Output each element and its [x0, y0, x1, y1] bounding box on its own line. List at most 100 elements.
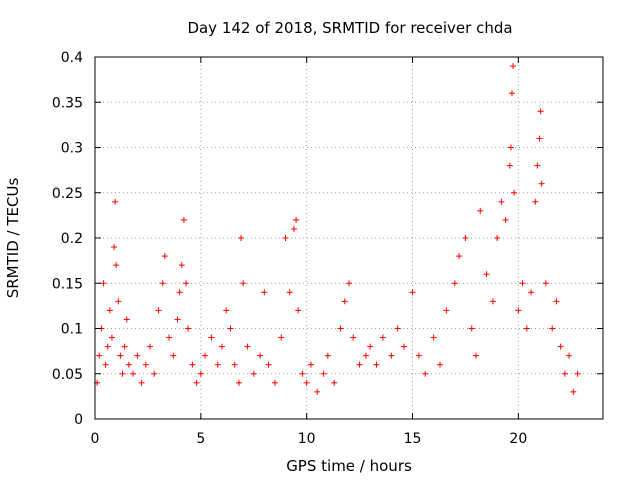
data-point: [193, 379, 200, 386]
data-point: [566, 352, 573, 359]
data-point: [362, 352, 369, 359]
data-point: [299, 370, 306, 377]
data-point: [104, 343, 111, 350]
data-point: [451, 280, 458, 287]
data-point: [189, 361, 196, 368]
data-point: [337, 325, 344, 332]
data-point: [553, 298, 560, 305]
y-tick-label: 0.35: [52, 95, 83, 111]
data-point: [489, 298, 496, 305]
data-point: [106, 307, 113, 314]
data-point: [257, 352, 264, 359]
data-point: [121, 343, 128, 350]
y-tick-label: 0.15: [52, 276, 83, 292]
data-point: [523, 325, 530, 332]
x-tick-label: 15: [404, 431, 422, 447]
data-point: [96, 352, 103, 359]
data-point: [123, 316, 130, 323]
data-point: [507, 144, 514, 151]
data-point: [367, 343, 374, 350]
data-point: [185, 325, 192, 332]
data-point: [293, 216, 300, 223]
chart-title: Day 142 of 2018, SRMTID for receiver chd…: [187, 19, 512, 37]
data-point: [155, 307, 162, 314]
data-point: [180, 216, 187, 223]
data-point: [320, 370, 327, 377]
data-point: [477, 207, 484, 214]
y-tick-label: 0.2: [61, 231, 83, 247]
data-point: [519, 280, 526, 287]
data-point: [113, 262, 120, 269]
data-point: [183, 280, 190, 287]
data-point: [117, 352, 124, 359]
y-tick-label: 0.25: [52, 186, 83, 202]
data-point: [388, 352, 395, 359]
data-point: [331, 379, 338, 386]
y-tick-label: 0.4: [61, 50, 83, 66]
data-point: [422, 370, 429, 377]
data-point: [176, 289, 183, 296]
data-point: [350, 334, 357, 341]
data-point: [166, 334, 173, 341]
y-tick-label: 0.05: [52, 367, 83, 383]
data-point: [214, 361, 221, 368]
data-point: [159, 280, 166, 287]
data-point: [574, 370, 581, 377]
y-axis-label: SRMTID / TECUs: [4, 178, 22, 299]
data-point: [108, 334, 115, 341]
data-point: [271, 379, 278, 386]
data-point: [498, 198, 505, 205]
data-point: [506, 162, 513, 169]
y-tick-label: 0.3: [61, 141, 83, 157]
data-point: [151, 370, 158, 377]
data-point: [208, 334, 215, 341]
data-point: [549, 325, 556, 332]
data-point: [356, 361, 363, 368]
data-point: [314, 388, 321, 395]
data-point: [125, 361, 132, 368]
data-point: [278, 334, 285, 341]
data-point: [174, 316, 181, 323]
data-point: [324, 352, 331, 359]
data-point: [532, 198, 539, 205]
data-point: [265, 361, 272, 368]
data-point: [227, 325, 234, 332]
data-point: [430, 334, 437, 341]
data-point: [250, 370, 257, 377]
data-point: [346, 280, 352, 287]
y-tick-label: 0: [74, 412, 83, 428]
x-tick-label: 10: [298, 431, 316, 447]
data-point: [115, 298, 122, 305]
y-tick-label: 0.1: [61, 322, 83, 338]
data-point: [286, 289, 293, 296]
data-point: [219, 343, 225, 350]
data-point: [134, 352, 141, 359]
data-point: [102, 361, 109, 368]
data-point: [235, 379, 242, 386]
data-point: [473, 352, 479, 359]
data-point: [468, 325, 475, 332]
data-point: [100, 280, 107, 287]
data-point: [508, 90, 515, 97]
plot-frame: [94, 56, 604, 420]
data-points: [94, 63, 581, 395]
data-point: [557, 343, 564, 350]
data-point: [303, 379, 310, 386]
data-point: [536, 135, 543, 142]
data-point: [409, 289, 416, 296]
axis-ticks: 0 0.05 0.1 0.15 0.2 0.25 0.3 0.35 0.4 0 5 10 15 20: [52, 50, 603, 447]
data-point: [111, 244, 118, 251]
data-point: [240, 280, 247, 287]
data-point: [119, 370, 126, 377]
data-point: [502, 216, 509, 223]
data-point: [483, 271, 490, 278]
data-point: [373, 361, 380, 368]
data-point: [456, 253, 463, 260]
data-point: [561, 370, 568, 377]
data-point: [510, 63, 517, 70]
x-tick-label: 5: [196, 431, 205, 447]
data-point: [295, 307, 302, 314]
data-point: [538, 180, 545, 187]
data-point: [238, 235, 245, 241]
